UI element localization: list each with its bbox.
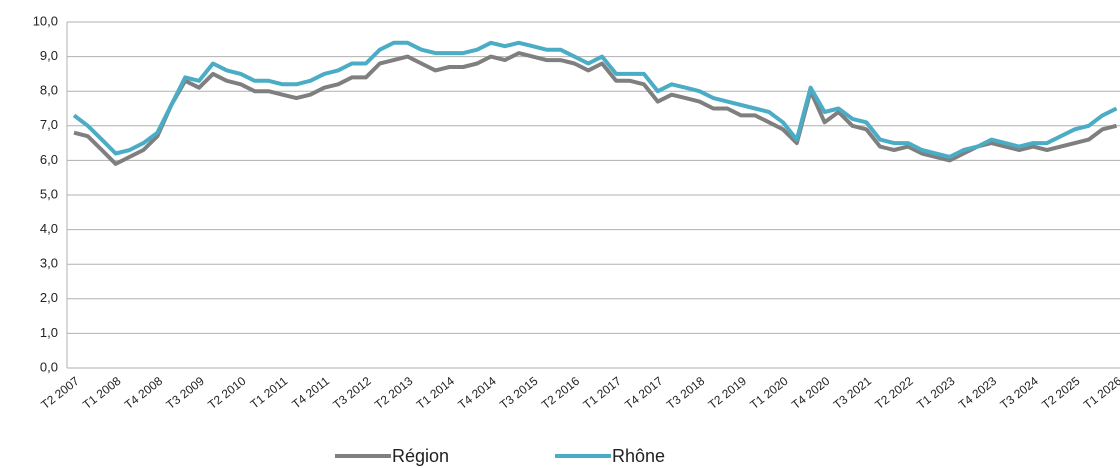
y-tick-label: 10,0 [33,13,58,28]
y-tick-label: 0,0 [40,359,58,374]
y-tick-label: 8,0 [40,83,58,98]
x-tick-label: T1 2020 [747,374,791,412]
x-tick-label: T1 2008 [80,374,124,412]
series-line [73,51,1117,166]
x-tick-label: T4 2017 [622,374,666,412]
x-tick-label: T1 2023 [914,374,958,412]
x-tick-label: T4 2011 [289,374,332,412]
y-tick-label: 6,0 [40,152,58,167]
x-tick-label: T4 2020 [789,374,833,412]
y-tick-label: 9,0 [40,48,58,63]
legend-label: Rhône [612,446,665,466]
x-tick-label: T2 2019 [706,374,750,412]
x-tick-label: T3 2024 [998,374,1042,412]
y-tick-label: 5,0 [40,186,58,201]
x-tick-label: T3 2018 [664,374,708,412]
x-tick-label: T3 2009 [164,374,208,412]
x-tick-label: T2 2010 [205,374,249,412]
y-tick-label: 4,0 [40,221,58,236]
y-tick-label: 7,0 [40,117,58,132]
x-tick-label: T3 2021 [831,374,875,412]
series-line [72,40,1118,159]
x-tick-label: T1 2017 [581,374,625,412]
y-tick-label: 2,0 [40,290,58,305]
x-tick-label: T4 2014 [455,374,499,412]
x-tick-label: T1 2026 [1081,374,1120,412]
legend-label: Région [392,446,449,466]
x-tick-label: T2 2013 [372,374,416,412]
x-tick-label: T4 2008 [122,374,166,412]
x-tick-label: T2 2022 [872,374,916,412]
x-tick-label: T4 2023 [956,374,1000,412]
x-tick-label: T1 2011 [248,374,291,412]
x-tick-label: T3 2012 [330,374,374,412]
y-tick-label: 3,0 [40,256,58,271]
x-tick-label: T3 2015 [497,374,541,412]
x-tick-label: T2 2007 [38,374,82,412]
x-tick-label: T2 2016 [539,374,583,412]
x-tick-label: T1 2014 [414,374,458,412]
x-tick-label: T2 2025 [1039,374,1083,412]
y-tick-label: 1,0 [40,325,58,340]
